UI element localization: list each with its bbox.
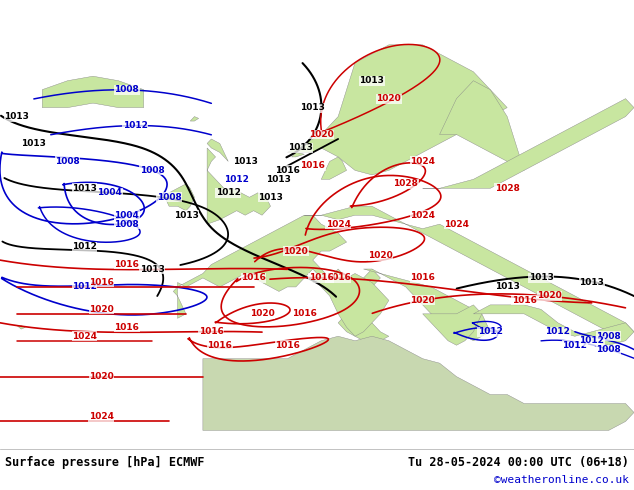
Polygon shape <box>439 81 524 171</box>
Polygon shape <box>190 117 198 121</box>
Text: 1016: 1016 <box>114 260 139 269</box>
Text: 1013: 1013 <box>266 175 292 184</box>
Text: 1012: 1012 <box>478 327 503 336</box>
Text: 1024: 1024 <box>72 332 97 341</box>
Text: 1012: 1012 <box>72 242 97 251</box>
Text: 1020: 1020 <box>410 296 435 305</box>
Text: 1016: 1016 <box>326 273 351 282</box>
Text: 1013: 1013 <box>174 211 198 220</box>
Polygon shape <box>474 305 634 345</box>
Text: 1020: 1020 <box>309 130 333 139</box>
Text: 1013: 1013 <box>359 76 384 85</box>
Text: 1008: 1008 <box>596 345 621 354</box>
Text: 1024: 1024 <box>444 220 469 229</box>
Text: 1024: 1024 <box>410 157 435 166</box>
Text: 1016: 1016 <box>410 273 435 282</box>
Text: 1024: 1024 <box>89 413 114 421</box>
Polygon shape <box>173 215 389 345</box>
Text: 1020: 1020 <box>89 372 114 381</box>
Text: 1020: 1020 <box>283 246 308 256</box>
Text: 1028: 1028 <box>393 179 418 188</box>
Text: 1016: 1016 <box>89 278 114 287</box>
Text: 1020: 1020 <box>368 251 393 260</box>
Text: 1028: 1028 <box>495 184 520 193</box>
Polygon shape <box>423 98 634 188</box>
Text: 1012: 1012 <box>216 188 241 197</box>
Polygon shape <box>313 273 389 336</box>
Text: 1016: 1016 <box>309 273 333 282</box>
Text: 1013: 1013 <box>72 184 97 193</box>
Text: 1008: 1008 <box>114 220 139 229</box>
Text: 1012: 1012 <box>562 341 587 350</box>
Text: 1016: 1016 <box>275 341 300 350</box>
Text: 1012: 1012 <box>123 121 148 130</box>
Text: 1016: 1016 <box>199 327 224 336</box>
Text: 1016: 1016 <box>241 273 266 282</box>
Text: 1016: 1016 <box>275 166 300 175</box>
Text: 1013: 1013 <box>529 273 553 282</box>
Text: 1013: 1013 <box>579 278 604 287</box>
Text: 1004: 1004 <box>114 211 139 220</box>
Text: 1013: 1013 <box>258 193 283 202</box>
Polygon shape <box>321 157 347 179</box>
Polygon shape <box>304 206 634 332</box>
Polygon shape <box>207 148 271 224</box>
Text: 1008: 1008 <box>55 157 80 166</box>
Polygon shape <box>423 305 482 345</box>
Text: 1012: 1012 <box>224 175 249 184</box>
Text: ©weatheronline.co.uk: ©weatheronline.co.uk <box>494 475 629 485</box>
Text: Tu 28-05-2024 00:00 UTC (06+18): Tu 28-05-2024 00:00 UTC (06+18) <box>408 456 629 469</box>
Polygon shape <box>287 45 507 175</box>
Text: 1008: 1008 <box>157 193 181 202</box>
Text: 1012: 1012 <box>545 327 571 336</box>
Text: 1013: 1013 <box>4 112 29 121</box>
Text: 1016: 1016 <box>301 161 325 171</box>
Text: 1016: 1016 <box>292 309 317 318</box>
Text: 1008: 1008 <box>139 166 165 175</box>
Text: 1016: 1016 <box>114 323 139 332</box>
Polygon shape <box>17 325 25 329</box>
Text: 1013: 1013 <box>288 144 313 152</box>
Text: 1020: 1020 <box>377 94 401 103</box>
Text: 1012: 1012 <box>72 282 97 292</box>
Polygon shape <box>207 139 228 161</box>
Text: 1013: 1013 <box>22 139 46 148</box>
Text: 1020: 1020 <box>537 292 562 300</box>
Text: 1013: 1013 <box>495 282 520 292</box>
Text: 1012: 1012 <box>579 336 604 345</box>
Text: Surface pressure [hPa] ECMWF: Surface pressure [hPa] ECMWF <box>5 456 205 469</box>
Text: 1024: 1024 <box>326 220 351 229</box>
Text: 1016: 1016 <box>512 296 536 305</box>
Text: 1008: 1008 <box>114 85 139 94</box>
Polygon shape <box>165 184 195 211</box>
Text: 1020: 1020 <box>250 309 275 318</box>
Text: 1016: 1016 <box>207 341 232 350</box>
Text: 1013: 1013 <box>301 103 325 112</box>
Polygon shape <box>42 76 144 108</box>
Text: 1024: 1024 <box>410 211 435 220</box>
Polygon shape <box>203 336 634 430</box>
Polygon shape <box>363 269 490 341</box>
Text: 1008: 1008 <box>596 332 621 341</box>
Text: 1004: 1004 <box>98 188 122 197</box>
Text: 1013: 1013 <box>233 157 257 166</box>
Text: 1013: 1013 <box>139 265 165 273</box>
Text: 1020: 1020 <box>89 305 114 314</box>
